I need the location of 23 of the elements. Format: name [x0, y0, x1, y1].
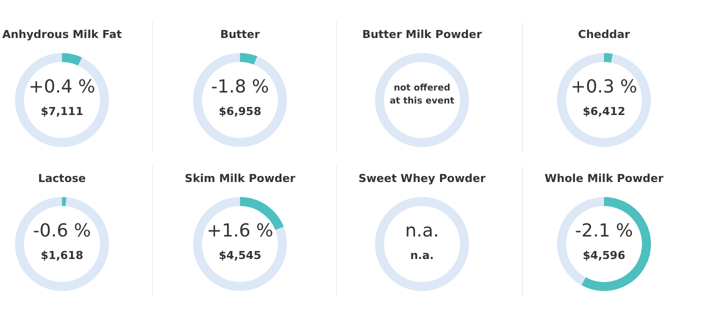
text: +0.4 % — [28, 76, 96, 98]
chart-title: Lactose — [38, 172, 86, 185]
chart-title: Butter — [220, 28, 260, 41]
text: Sweet Whey Powder — [358, 172, 486, 185]
text: $6,412 — [582, 105, 626, 118]
chart-title: Cheddar — [578, 28, 631, 41]
text: -0.6 % — [33, 220, 91, 242]
text: $7,111 — [40, 105, 84, 118]
text: not offered at this event — [390, 84, 455, 106]
chart-title: Whole Milk Powder — [544, 172, 664, 185]
text: Butter Milk Powder — [362, 28, 482, 41]
text: n.a. — [410, 249, 434, 262]
chart-title: Anhydrous Milk Fat — [2, 28, 122, 41]
text: $4,596 — [582, 249, 626, 262]
text: +0.3 % — [570, 76, 638, 98]
chart-title: Skim Milk Powder — [184, 172, 296, 185]
text: +1.6 % — [206, 220, 274, 242]
text: $1,618 — [40, 249, 84, 262]
text: $6,958 — [218, 105, 262, 118]
text: $4,545 — [218, 249, 262, 262]
text: -1.8 % — [211, 76, 269, 98]
text: -2.1 % — [575, 220, 633, 242]
text: n.a. — [405, 220, 439, 242]
